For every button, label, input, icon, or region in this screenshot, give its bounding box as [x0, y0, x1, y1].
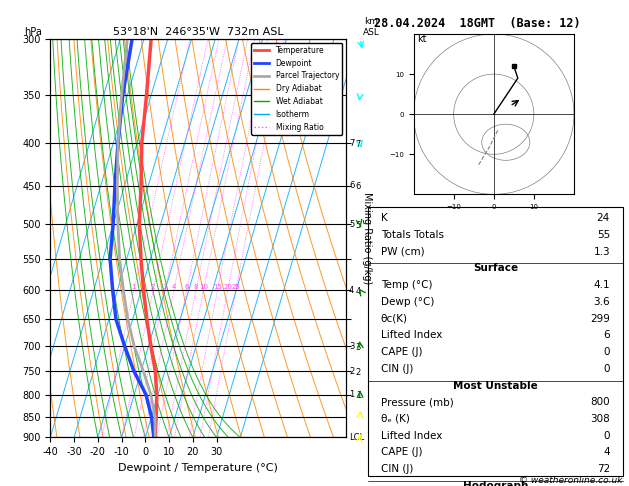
Text: hPa: hPa: [24, 27, 42, 37]
Text: 6: 6: [603, 330, 610, 340]
Text: 24: 24: [597, 213, 610, 223]
Text: 299: 299: [590, 313, 610, 324]
Text: 4: 4: [603, 448, 610, 457]
Text: θₑ (K): θₑ (K): [381, 414, 409, 424]
Text: 4: 4: [172, 284, 176, 290]
Text: 4.1: 4.1: [593, 280, 610, 290]
Text: 1.3: 1.3: [593, 247, 610, 257]
Text: km
ASL: km ASL: [363, 17, 379, 37]
Text: 0: 0: [603, 364, 610, 374]
Text: 308: 308: [590, 414, 610, 424]
Text: 8: 8: [194, 284, 198, 290]
Text: 1: 1: [131, 284, 136, 290]
Text: PW (cm): PW (cm): [381, 247, 425, 257]
Text: 2: 2: [151, 284, 155, 290]
Text: 2: 2: [349, 367, 354, 376]
Text: CAPE (J): CAPE (J): [381, 347, 422, 357]
Text: 6: 6: [184, 284, 189, 290]
Text: CIN (J): CIN (J): [381, 464, 413, 474]
Text: 10: 10: [199, 284, 208, 290]
Text: LCL: LCL: [349, 433, 364, 442]
Text: Lifted Index: Lifted Index: [381, 330, 442, 340]
Text: 20: 20: [223, 284, 232, 290]
Text: 15: 15: [213, 284, 222, 290]
Text: Surface: Surface: [473, 263, 518, 274]
Text: 55: 55: [597, 230, 610, 240]
Text: 6: 6: [349, 181, 354, 191]
Text: 4: 4: [349, 286, 354, 295]
Text: © weatheronline.co.uk: © weatheronline.co.uk: [519, 475, 623, 485]
Legend: Temperature, Dewpoint, Parcel Trajectory, Dry Adiabat, Wet Adiabat, Isotherm, Mi: Temperature, Dewpoint, Parcel Trajectory…: [251, 43, 342, 135]
Text: kt: kt: [417, 34, 426, 44]
Text: 1: 1: [349, 390, 354, 399]
Text: CAPE (J): CAPE (J): [381, 448, 422, 457]
Text: 72: 72: [597, 464, 610, 474]
Text: Totals Totals: Totals Totals: [381, 230, 443, 240]
Text: 25: 25: [231, 284, 240, 290]
Text: 3: 3: [163, 284, 167, 290]
Text: K: K: [381, 213, 387, 223]
Text: 7: 7: [349, 139, 354, 148]
Title: 53°18'N  246°35'W  732m ASL: 53°18'N 246°35'W 732m ASL: [113, 27, 284, 37]
Text: 5: 5: [349, 220, 354, 229]
Text: 3: 3: [349, 342, 354, 351]
Text: 0: 0: [603, 431, 610, 441]
Text: 28.04.2024  18GMT  (Base: 12): 28.04.2024 18GMT (Base: 12): [374, 17, 581, 30]
Y-axis label: Mixing Ratio (g/kg): Mixing Ratio (g/kg): [362, 192, 372, 284]
Text: θᴄ(K): θᴄ(K): [381, 313, 408, 324]
Text: Most Unstable: Most Unstable: [453, 381, 538, 391]
Text: CIN (J): CIN (J): [381, 364, 413, 374]
Text: Hodograph: Hodograph: [463, 481, 528, 486]
Text: Temp (°C): Temp (°C): [381, 280, 432, 290]
Text: Lifted Index: Lifted Index: [381, 431, 442, 441]
Text: Pressure (mb): Pressure (mb): [381, 397, 454, 407]
X-axis label: Dewpoint / Temperature (°C): Dewpoint / Temperature (°C): [118, 463, 278, 473]
Text: 800: 800: [591, 397, 610, 407]
Text: 3.6: 3.6: [593, 297, 610, 307]
Text: 0: 0: [603, 347, 610, 357]
Text: Dewp (°C): Dewp (°C): [381, 297, 434, 307]
